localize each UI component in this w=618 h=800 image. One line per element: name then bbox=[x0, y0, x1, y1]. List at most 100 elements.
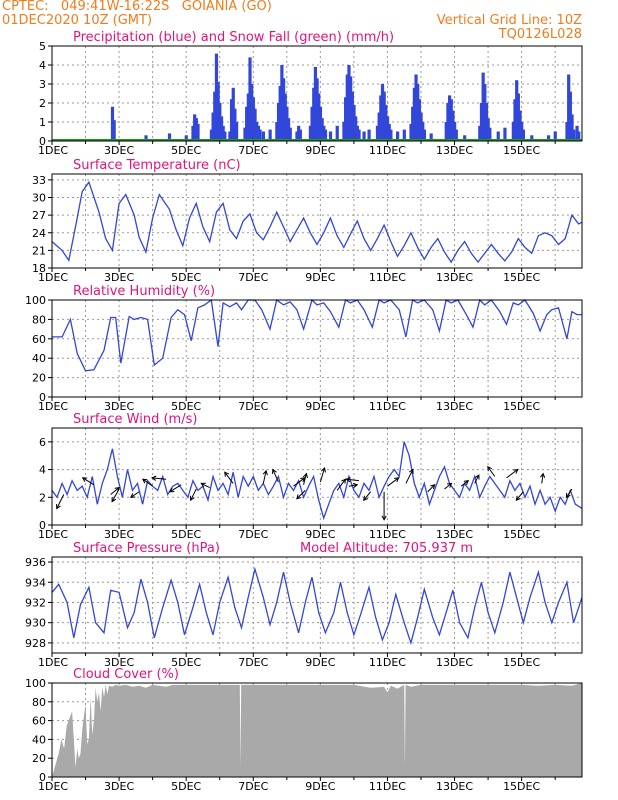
precip-bar bbox=[214, 53, 219, 141]
precip-bar bbox=[417, 99, 422, 141]
precip-bar bbox=[384, 104, 388, 141]
precip-bar bbox=[223, 131, 227, 141]
x-tick-label: 15DEC bbox=[503, 271, 540, 284]
precip-bar bbox=[352, 104, 356, 141]
wind-arrow-head bbox=[271, 468, 277, 474]
wind-arrow-head bbox=[200, 482, 206, 488]
panel-frame bbox=[51, 299, 583, 398]
panel-title: Surface Temperature (nC) bbox=[73, 158, 241, 173]
x-tick-label: 9DEC bbox=[305, 656, 335, 669]
precip-bar bbox=[354, 116, 358, 141]
y-tick-label: 928 bbox=[25, 637, 46, 650]
wind-arrow-head bbox=[300, 477, 306, 483]
wind-arrow bbox=[169, 484, 182, 493]
panel-title: Cloud Cover (%) bbox=[73, 667, 179, 682]
x-tick-label: 1DEC bbox=[38, 271, 68, 284]
panel-frame bbox=[51, 427, 583, 526]
series-line bbox=[51, 566, 583, 646]
wind-arrow-head bbox=[515, 495, 521, 501]
model-altitude-label: Model Altitude: 705.937 m bbox=[300, 541, 473, 556]
wind-arrow bbox=[405, 469, 414, 484]
precip-bar bbox=[211, 112, 215, 141]
wind-arrow-head bbox=[141, 478, 148, 484]
y-tick-label: 0 bbox=[39, 771, 46, 784]
wind-arrow bbox=[348, 484, 358, 487]
precip-bar bbox=[194, 118, 198, 141]
precip-bar bbox=[144, 135, 148, 141]
wind-arrow-head bbox=[151, 475, 157, 481]
wind-arrow bbox=[506, 469, 519, 479]
precip-bar bbox=[243, 127, 247, 141]
precip-panel: 0 1 2 3 4 5 1DEC 3DEC 5DEC 7DEC 9DEC 11DEC 13DEC 15DE… bbox=[38, 30, 583, 157]
precip-bar bbox=[218, 103, 222, 141]
x-tick-label: 13DEC bbox=[436, 780, 473, 793]
series-line bbox=[51, 441, 583, 521]
wind-arrow bbox=[487, 466, 496, 477]
precip-bar bbox=[422, 129, 427, 141]
y-tick-label: 40 bbox=[32, 733, 46, 746]
precip-bar bbox=[520, 122, 524, 141]
y-tick-label: 80 bbox=[32, 696, 46, 709]
x-tick-label: 5DEC bbox=[171, 780, 201, 793]
precip-bar bbox=[530, 135, 534, 141]
precip-bar bbox=[167, 133, 172, 141]
y-tick-label: 0 bbox=[39, 135, 46, 148]
precip-bar bbox=[409, 123, 413, 141]
precip-bar bbox=[283, 93, 287, 141]
cloud-panel: 0 20 40 60 80 100 1DEC 3DEC 5DEC 7DEC 9DEC 11DEC 13D… bbox=[25, 667, 583, 793]
x-tick-label: 7DEC bbox=[238, 656, 268, 669]
precip-bar bbox=[382, 91, 386, 141]
wind-arrow bbox=[296, 490, 306, 500]
precip-bar bbox=[349, 76, 353, 141]
wind-arrow bbox=[110, 487, 120, 495]
x-tick-label: 3DEC bbox=[104, 271, 134, 284]
x-tick-label: 13DEC bbox=[436, 656, 473, 669]
precip-bar bbox=[357, 129, 361, 141]
x-tick-label: 11DEC bbox=[369, 271, 406, 284]
x-tick-label: 11DEC bbox=[369, 656, 406, 669]
y-tick-label: 30 bbox=[32, 192, 46, 205]
precip-bar bbox=[449, 99, 453, 141]
precip-bar bbox=[246, 93, 250, 141]
precip-bar bbox=[323, 129, 328, 141]
precip-bar bbox=[486, 118, 490, 141]
y-tick-label: 18 bbox=[32, 262, 46, 275]
precip-bar bbox=[193, 114, 197, 141]
precip-bar bbox=[318, 106, 323, 141]
precip-bar bbox=[362, 131, 366, 141]
x-tick-label: 9DEC bbox=[305, 780, 335, 793]
precip-bar bbox=[221, 125, 225, 141]
y-tick-label: 80 bbox=[32, 313, 46, 326]
panel-frame bbox=[51, 682, 583, 778]
precip-bar bbox=[575, 125, 579, 141]
precip-bar bbox=[231, 87, 235, 141]
precip-bar bbox=[389, 129, 393, 141]
x-tick-label: 11DEC bbox=[369, 780, 406, 793]
wind-arrow-head bbox=[296, 494, 302, 500]
y-tick-label: 0 bbox=[39, 391, 46, 404]
x-tick-label: 7DEC bbox=[238, 780, 268, 793]
precip-bar bbox=[229, 99, 234, 141]
wind-arrow-head bbox=[474, 474, 480, 480]
y-tick-label: 20 bbox=[32, 752, 46, 765]
precip-bar bbox=[568, 91, 572, 141]
y-tick-label: 60 bbox=[32, 333, 46, 346]
precip-bar bbox=[483, 84, 487, 141]
y-tick-label: 1 bbox=[39, 116, 46, 129]
wind-arrow bbox=[515, 491, 524, 501]
y-tick-label: 40 bbox=[32, 352, 46, 365]
precip-bar bbox=[317, 93, 321, 141]
x-tick-label: 9DEC bbox=[305, 144, 335, 157]
wind-arrow-head bbox=[262, 469, 268, 476]
x-tick-label: 3DEC bbox=[104, 144, 134, 157]
precip-bar bbox=[421, 122, 425, 141]
precip-bar bbox=[280, 65, 284, 141]
wind-arrow bbox=[319, 467, 326, 483]
x-tick-label: 1DEC bbox=[38, 656, 68, 669]
y-tick-label: 4 bbox=[39, 59, 46, 72]
wind-arrow-head bbox=[463, 479, 470, 485]
precip-bar bbox=[335, 125, 339, 141]
precip-bar bbox=[419, 112, 423, 141]
x-tick-label: 7DEC bbox=[238, 400, 268, 413]
